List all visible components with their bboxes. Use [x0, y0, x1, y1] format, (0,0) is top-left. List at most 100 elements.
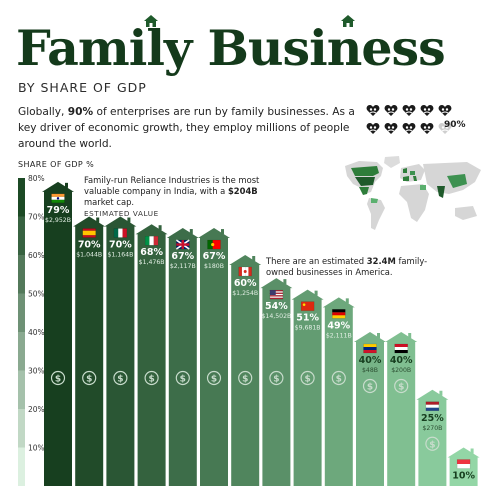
intro-text: Globally, 90% of enterprises are run by …	[18, 106, 355, 150]
spain-flag-icon	[82, 228, 96, 238]
bar-chimney	[314, 290, 318, 296]
bar-usa	[260, 278, 293, 486]
dollar-icon	[300, 370, 315, 386]
bar-chimney	[189, 229, 193, 235]
dollar-icon	[362, 378, 378, 394]
family-icon	[384, 104, 398, 117]
venezuela-flag-icon	[363, 343, 377, 354]
bar-netherlands	[416, 389, 449, 486]
map-italy	[413, 176, 417, 181]
bar-venezuela	[354, 332, 386, 486]
uk-flag-icon	[175, 239, 190, 250]
family-icon	[366, 122, 380, 135]
y-axis-scale-segment	[18, 178, 25, 217]
china-flag-icon	[300, 301, 315, 311]
dollar-icon: $	[367, 383, 373, 393]
india-annotation: Family-run Reliance Industries is the mo…	[84, 175, 260, 207]
value-label: 49%	[327, 320, 350, 331]
y-axis-scale-segment	[18, 409, 25, 448]
estimated-value: $2,952B	[45, 217, 71, 224]
bar-mexico	[104, 216, 137, 486]
dollar-icon: $	[242, 375, 248, 385]
estimated-value: $14,502B	[261, 313, 291, 320]
y-tick-label: 60%	[28, 251, 45, 260]
portugal-flag-icon	[207, 239, 221, 250]
dollar-icon	[425, 436, 440, 451]
map-germany	[410, 171, 415, 175]
family-icon	[438, 104, 452, 117]
dollar-icon: $	[148, 375, 154, 385]
dollar-icon	[394, 378, 409, 394]
egypt-flag-icon	[394, 343, 408, 354]
family-icon	[420, 104, 434, 117]
map-uk	[403, 168, 407, 173]
estimated-value: $9,681B	[295, 325, 321, 332]
map-spain	[403, 176, 409, 181]
house-icon	[144, 15, 158, 27]
dollar-icon	[175, 370, 190, 386]
y-tick-label: 10%	[28, 444, 45, 453]
germany-flag-icon	[332, 309, 346, 319]
estimated-value: $270B	[422, 425, 442, 432]
family-icon	[402, 122, 416, 135]
family-icons-grid	[366, 104, 462, 135]
y-axis-scale-segment	[18, 447, 25, 486]
bar-portugal	[198, 228, 230, 486]
bar-chimney	[127, 217, 131, 223]
bar-china	[291, 289, 324, 486]
bar-chimney	[345, 298, 349, 304]
estimated-value: $180B	[204, 263, 224, 270]
family-icon	[420, 122, 434, 135]
bar-india	[42, 181, 74, 486]
dollar-icon	[144, 370, 159, 386]
bar-spain	[73, 216, 106, 486]
dollar-icon: $	[398, 383, 404, 393]
map-usa	[355, 177, 375, 186]
dollar-icon	[331, 370, 346, 386]
bar-germany	[322, 297, 355, 486]
y-axis-scale-segment	[18, 293, 25, 332]
dollar-icon	[50, 370, 66, 386]
india-flag-icon	[51, 193, 65, 204]
bar-egypt	[385, 332, 418, 486]
family-icon	[438, 122, 452, 135]
bar-chimney	[65, 182, 68, 188]
family-icon	[402, 104, 416, 117]
map-india	[437, 186, 445, 198]
estimated-value: $1,254B	[232, 290, 258, 297]
estimated-value: $48B	[362, 367, 378, 374]
canada-flag-icon	[238, 266, 252, 277]
bar-chimney	[158, 225, 162, 231]
dollar-icon: $	[273, 375, 279, 385]
dollar-icon: $	[304, 375, 310, 385]
mexico-flag-icon	[113, 228, 128, 238]
bar-uk	[166, 228, 199, 486]
value-label: 67%	[203, 251, 226, 262]
netherlands-flag-icon	[425, 401, 440, 411]
value-label: 40%	[390, 355, 413, 366]
dollar-icon: $	[55, 375, 61, 385]
singapore-flag-icon	[456, 459, 471, 469]
dollar-icon	[113, 370, 128, 386]
y-axis-scale-segment	[18, 370, 25, 409]
value-label: 10%	[452, 471, 475, 482]
dollar-icon	[206, 370, 222, 386]
value-label: 40%	[359, 355, 382, 366]
dollar-icon	[269, 370, 284, 386]
world-map	[337, 154, 487, 236]
bar-chimney	[252, 256, 256, 261]
bar-chimney	[470, 448, 474, 454]
estimated-value: $1,164B	[107, 252, 133, 259]
map-egypt	[420, 185, 426, 190]
estimated-value-label: ESTIMATED VALUE	[84, 209, 159, 218]
map-china	[447, 174, 467, 188]
usa-flag-icon	[269, 289, 284, 300]
america-annotation: There are an estimated 32.4M family-owne…	[266, 256, 428, 277]
bar-chimney	[221, 229, 224, 235]
house-icon	[341, 15, 355, 27]
value-label: 79%	[47, 205, 70, 216]
y-axis-scale-segment	[18, 255, 25, 294]
family-icon	[384, 122, 398, 135]
bar-chimney	[96, 217, 100, 223]
